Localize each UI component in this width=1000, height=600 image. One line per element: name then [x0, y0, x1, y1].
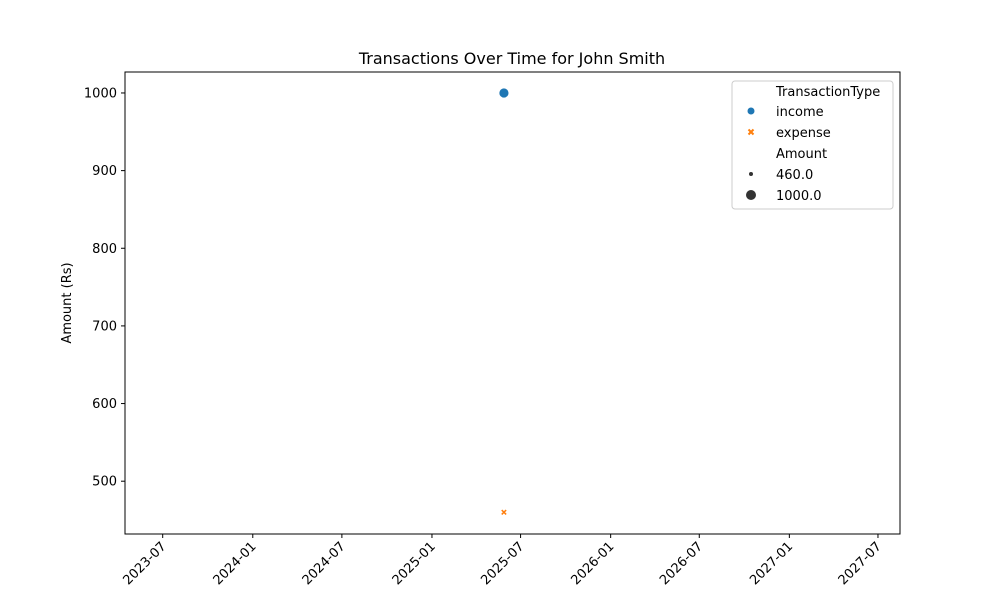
- x-tick-label: 2023-07: [121, 539, 170, 588]
- x-tick-label: 2026-01: [568, 539, 617, 588]
- data-points: [498, 87, 510, 515]
- x-tick-label: 2027-01: [747, 539, 796, 588]
- y-tick-label: 500: [92, 475, 117, 490]
- y-tick-label: 1000: [84, 86, 117, 101]
- y-tick-label: 700: [92, 319, 117, 334]
- legend: TransactionType income expense Amount 46…: [731, 80, 894, 210]
- legend-size-title: Amount: [776, 147, 827, 162]
- data-point-expense: [501, 509, 507, 515]
- y-tick-label: 800: [92, 242, 117, 257]
- legend-income-label: income: [776, 105, 824, 120]
- plot-frame: [124, 71, 901, 535]
- legend-income-marker: [747, 107, 755, 115]
- legend-size-small-marker: [749, 172, 753, 176]
- legend-expense-label: expense: [776, 126, 831, 141]
- y-axis-label: Amount (Rs): [60, 262, 75, 343]
- legend-size-small-label: 460.0: [776, 168, 813, 183]
- x-tick-label: 2025-01: [390, 539, 439, 588]
- legend-size-large-marker: [746, 190, 756, 200]
- legend-box: [731, 80, 894, 210]
- legend-hue-title: TransactionType: [775, 85, 880, 100]
- y-tick-label: 900: [92, 164, 117, 179]
- y-tick-label: 600: [92, 397, 117, 412]
- data-point-income: [498, 87, 510, 99]
- legend-expense-marker: [747, 128, 755, 136]
- x-tick-label: 2027-07: [836, 539, 885, 588]
- x-tick-label: 2025-07: [478, 539, 527, 588]
- legend-size-large-label: 1000.0: [776, 189, 822, 204]
- chart-title: Transactions Over Time for John Smith: [358, 49, 665, 68]
- x-tick-label: 2026-07: [657, 539, 706, 588]
- y-axis-ticks: 500 600 700 800 900 1000: [84, 86, 125, 490]
- x-axis-ticks: 2023-07 2024-01 2024-07 2025-01 2025-07 2026-…: [121, 534, 885, 588]
- x-tick-label: 2024-07: [300, 539, 349, 588]
- x-tick-label: 2024-01: [211, 539, 260, 588]
